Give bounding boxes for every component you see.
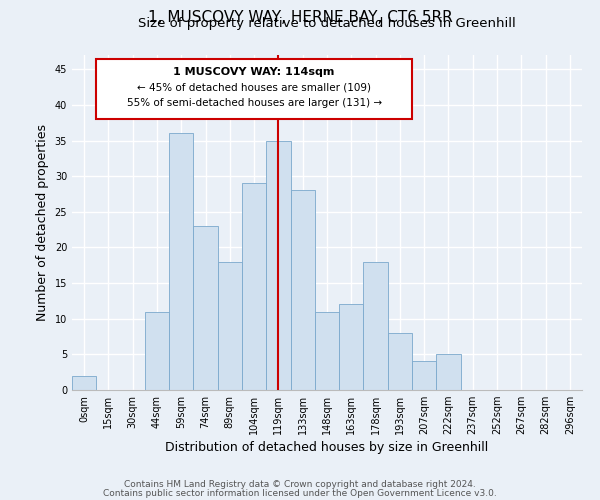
Text: ← 45% of detached houses are smaller (109): ← 45% of detached houses are smaller (10…	[137, 83, 371, 93]
Bar	[436, 354, 461, 390]
Bar	[315, 312, 339, 390]
Bar	[364, 262, 388, 390]
Y-axis label: Number of detached properties: Number of detached properties	[36, 124, 49, 321]
Bar	[388, 333, 412, 390]
Bar	[412, 362, 436, 390]
FancyBboxPatch shape	[96, 58, 412, 119]
Bar	[339, 304, 364, 390]
Bar	[242, 184, 266, 390]
Bar	[72, 376, 96, 390]
Text: 1, MUSCOVY WAY, HERNE BAY, CT6 5RR: 1, MUSCOVY WAY, HERNE BAY, CT6 5RR	[148, 10, 452, 25]
Bar	[266, 140, 290, 390]
Bar	[218, 262, 242, 390]
X-axis label: Distribution of detached houses by size in Greenhill: Distribution of detached houses by size …	[166, 442, 488, 454]
Text: 55% of semi-detached houses are larger (131) →: 55% of semi-detached houses are larger (…	[127, 98, 382, 108]
Bar	[169, 134, 193, 390]
Bar	[145, 312, 169, 390]
Text: Contains public sector information licensed under the Open Government Licence v3: Contains public sector information licen…	[103, 488, 497, 498]
Bar	[290, 190, 315, 390]
Bar	[193, 226, 218, 390]
Title: Size of property relative to detached houses in Greenhill: Size of property relative to detached ho…	[138, 17, 516, 30]
Text: 1 MUSCOVY WAY: 114sqm: 1 MUSCOVY WAY: 114sqm	[173, 67, 335, 77]
Text: Contains HM Land Registry data © Crown copyright and database right 2024.: Contains HM Land Registry data © Crown c…	[124, 480, 476, 489]
